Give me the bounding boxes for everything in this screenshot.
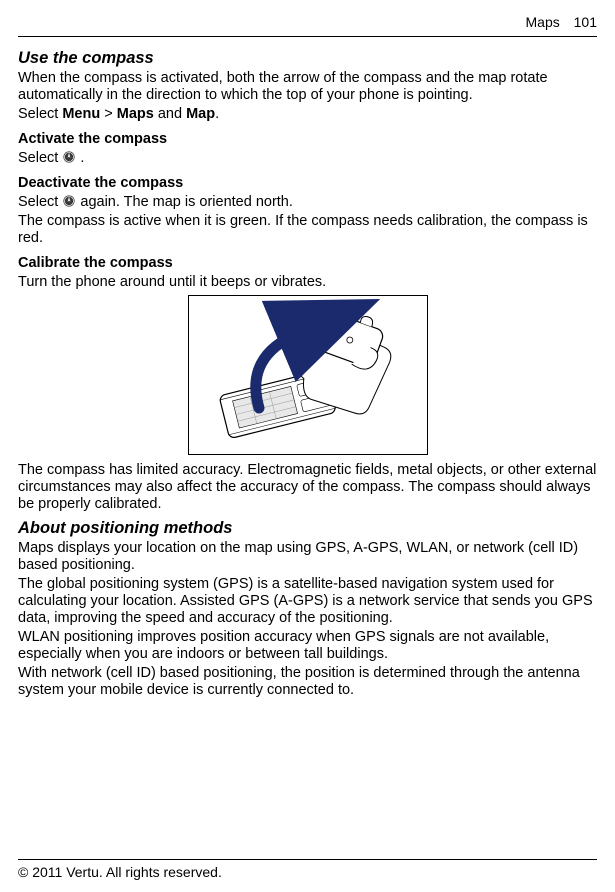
compass-icon — [62, 150, 76, 164]
text-fragment: Select — [18, 106, 62, 122]
text-fragment: . — [215, 106, 219, 122]
deactivate-compass-title: Deactivate the compass — [18, 175, 597, 192]
manual-page: Maps 101 Use the compass When the compas… — [0, 0, 615, 892]
compass-icon — [62, 194, 76, 208]
text-fragment: and — [154, 106, 186, 122]
calibrate-figure — [188, 295, 428, 455]
paragraph: When the compass is activated, both the … — [18, 70, 597, 104]
paragraph: Select Menu > Maps and Map. — [18, 106, 597, 123]
header-rule — [18, 36, 597, 37]
paragraph: Maps displays your location on the map u… — [18, 540, 597, 574]
calibrate-compass-title: Calibrate the compass — [18, 255, 597, 272]
calibrate-figure-wrap — [18, 295, 597, 460]
text-fragment: Select — [18, 194, 62, 210]
paragraph: The global positioning system (GPS) is a… — [18, 576, 597, 627]
text-fragment: . — [80, 150, 84, 166]
paragraph: With network (cell ID) based positioning… — [18, 665, 597, 699]
page-number: 101 — [574, 14, 597, 30]
text-fragment: > — [100, 106, 117, 122]
section-positioning-title: About positioning methods — [18, 519, 597, 538]
menu-label-bold: Menu — [62, 106, 100, 122]
paragraph: Turn the phone around until it beeps or … — [18, 274, 597, 291]
paragraph: Select . — [18, 150, 597, 167]
text-fragment: again. The map is oriented north. — [80, 194, 293, 210]
page-header: Maps 101 — [18, 14, 597, 34]
footer-copyright: © 2011 Vertu. All rights reserved. — [18, 864, 597, 880]
map-label-bold: Map — [186, 106, 215, 122]
maps-label-bold: Maps — [117, 106, 154, 122]
page-content: Use the compass When the compass is acti… — [18, 43, 597, 853]
paragraph: Select again. The map is oriented north. — [18, 194, 597, 211]
section-use-compass-title: Use the compass — [18, 49, 597, 68]
paragraph: The compass has limited accuracy. Electr… — [18, 462, 597, 513]
footer-rule — [18, 859, 597, 860]
text-fragment: Select — [18, 150, 62, 166]
paragraph: WLAN positioning improves position accur… — [18, 629, 597, 663]
paragraph: The compass is active when it is green. … — [18, 213, 597, 247]
activate-compass-title: Activate the compass — [18, 131, 597, 148]
chapter-label: Maps — [526, 14, 560, 30]
